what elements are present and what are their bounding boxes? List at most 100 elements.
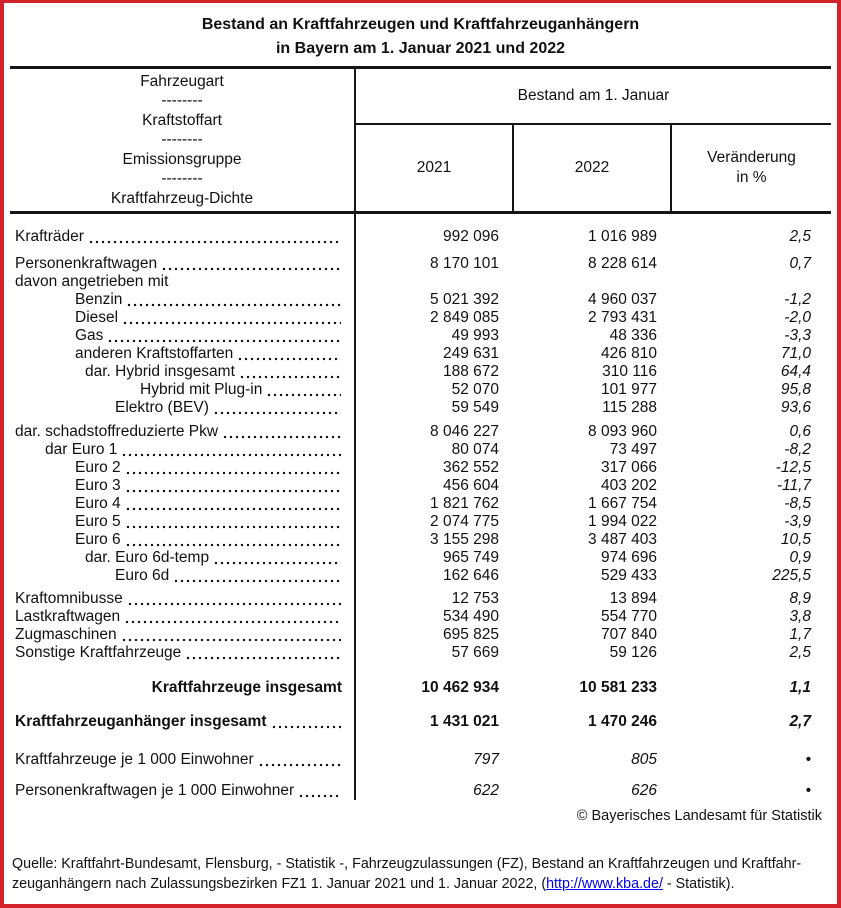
dot-leader (238, 375, 341, 379)
row-label-text: Hybrid mit Plug-in (140, 381, 263, 398)
stub-line: Emissionsgruppe (122, 150, 242, 168)
table-row: Elektro (BEV) 59 549 115 288 93,6 (10, 399, 831, 417)
value-change: -1,2 (784, 291, 811, 308)
value-2021: 797 (473, 751, 499, 768)
row-label-text: Personenkraftwagen (15, 255, 158, 272)
value-2021: 12 753 (451, 590, 499, 607)
value-2021: 10 462 934 (421, 679, 499, 696)
row-label: Euro 4 (10, 495, 356, 513)
value-2021: 695 825 (442, 626, 499, 643)
row-label: Krafträder (10, 214, 356, 246)
row-label: Benzin (10, 291, 356, 309)
row-label: Elektro (BEV) (10, 399, 356, 417)
row-label: Lastkraftwagen (10, 608, 356, 626)
value-2022: 4 960 037 (588, 291, 657, 308)
value-change: 71,0 (780, 345, 811, 362)
table-row: dar. Hybrid insgesamt 188 672 310 116 64,4 (10, 363, 831, 381)
dot-leader (161, 267, 341, 271)
value-change: -8,2 (784, 441, 811, 458)
dot-leader (124, 525, 341, 529)
table-row: dar. Euro 6d-temp 965 749 974 696 0,9 (10, 549, 831, 567)
row-label-text: Euro 3 (75, 477, 121, 494)
table-row: Zugmaschinen 695 825 707 840 1,7 (10, 626, 831, 644)
dot-leader (237, 357, 341, 361)
row-label-text: Diesel (75, 309, 119, 326)
table-row: Kraftfahrzeuganhänger insgesamt 1 431 021… (10, 697, 831, 731)
value-2022: 101 977 (600, 381, 657, 398)
dot-leader (212, 411, 341, 415)
header-group-label: Bestand am 1. Januar (356, 69, 831, 125)
table-row: anderen Kraftstoffarten 249 631 426 810 71,… (10, 345, 831, 363)
table-row: Sonstige Kraftfahrzeuge 57 669 59 126 2,5 (10, 644, 831, 662)
copyright-notice: © Bayerisches Landesamt für Statistik (576, 808, 822, 824)
value-change: 0,6 (789, 423, 811, 440)
table-row: Lastkraftwagen 534 490 554 770 3,8 (10, 608, 831, 626)
value-change: -8,5 (784, 495, 811, 512)
table-row: Gas 49 993 48 336 -3,3 (10, 327, 831, 345)
table-row: Krafträder 992 096 1 016 989 2,5 (10, 214, 831, 246)
row-label-text: Krafträder (15, 228, 84, 245)
value-2021: 2 074 775 (430, 513, 499, 530)
value-change: 95,8 (780, 381, 811, 398)
stub-divider: -------- (161, 92, 203, 110)
column-header-2022: 2022 (514, 125, 672, 211)
value-change: • (805, 782, 811, 799)
row-label: Euro 2 (10, 459, 356, 477)
row-label: Kraftomnibusse (10, 585, 356, 608)
row-label-text: dar. Euro 6d-temp (85, 549, 210, 566)
row-label-text: Personenkraftwagen je 1 000 Einwohner (15, 782, 295, 799)
column-header-2021: 2021 (356, 125, 514, 211)
row-label-text: Kraftfahrzeuge je 1 000 Einwohner (15, 751, 254, 768)
value-2022: 310 116 (602, 363, 657, 380)
source-line-1: Quelle: Kraftfahrt-Bundesamt, Flensburg,… (12, 856, 802, 872)
row-label-text: Euro 2 (75, 459, 121, 476)
value-2021: 534 490 (442, 608, 499, 625)
dot-leader (270, 725, 341, 729)
dot-leader (126, 602, 341, 606)
dot-leader (121, 453, 341, 457)
table-row: Hybrid mit Plug-in 52 070 101 977 95,8 (10, 381, 831, 399)
value-2022: 2 793 431 (588, 309, 657, 326)
value-2021: 2 849 085 (430, 309, 499, 326)
table-row: Euro 2 362 552 317 066 -12,5 (10, 459, 831, 477)
row-label: Hybrid mit Plug-in (10, 381, 356, 399)
stub-line: Kraftstoffart (142, 111, 222, 129)
value-change: 8,9 (789, 590, 811, 607)
value-2022: 426 810 (600, 345, 657, 362)
value-change: 3,8 (789, 608, 811, 625)
table-row: Personenkraftwagen 8 170 101 8 228 614 0,7 (10, 246, 831, 273)
row-label: Zugmaschinen (10, 626, 356, 644)
table-row: Benzin 5 021 392 4 960 037 -1,2 (10, 291, 831, 309)
row-label: dar. Euro 6d-temp (10, 549, 356, 567)
value-2022 (514, 273, 672, 291)
row-label: dar Euro 1 (10, 441, 356, 459)
kba-link[interactable]: http://www.kba.de/ (546, 876, 663, 892)
value-2022: 529 433 (600, 567, 657, 584)
vehicle-stock-table: Fahrzeugart -------- Kraftstoffart -----… (10, 66, 831, 800)
value-change (672, 273, 831, 291)
table-row: dar Euro 1 80 074 73 497 -8,2 (10, 441, 831, 459)
value-2022: 3 487 403 (588, 531, 657, 548)
value-change: -12,5 (775, 459, 811, 476)
row-label-text: Euro 6d (115, 567, 170, 584)
row-label: anderen Kraftstoffarten (10, 345, 356, 363)
table-row: Diesel 2 849 085 2 793 431 -2,0 (10, 309, 831, 327)
value-2021: 49 993 (451, 327, 499, 344)
value-2021: 362 552 (442, 459, 499, 476)
value-2022: 13 894 (609, 590, 657, 607)
value-2022: 317 066 (600, 459, 657, 476)
row-label: davon angetrieben mit (10, 273, 356, 291)
stub-divider: -------- (161, 170, 203, 188)
dot-leader (298, 794, 341, 798)
value-2021: 188 672 (442, 363, 499, 380)
row-label: Euro 6 (10, 531, 356, 549)
dot-leader (107, 339, 341, 343)
dot-leader (213, 561, 341, 565)
row-label-text: Euro 4 (75, 495, 121, 512)
row-label-text: Zugmaschinen (15, 626, 117, 643)
value-2021: 1 821 762 (430, 495, 499, 512)
value-2022: 805 (631, 751, 657, 768)
value-2021: 992 096 (442, 228, 499, 245)
value-change: 1,7 (789, 626, 811, 643)
value-2021 (356, 273, 514, 291)
